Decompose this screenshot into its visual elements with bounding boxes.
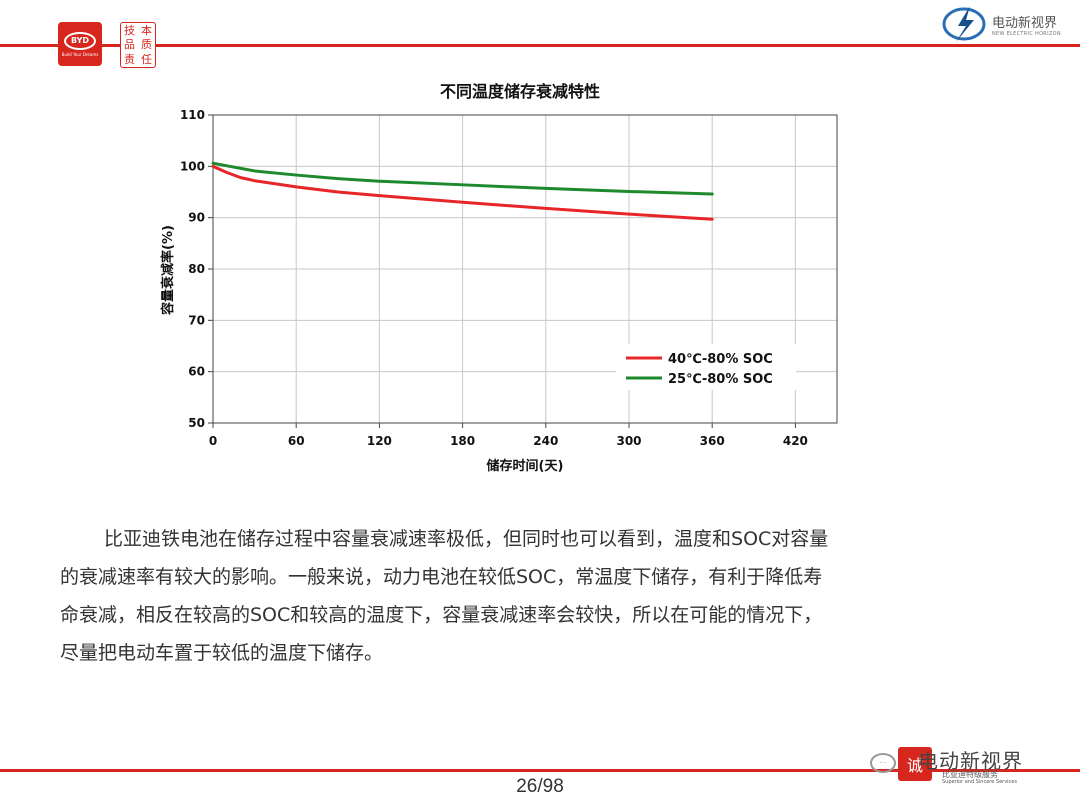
y-tick-label: 110 [180, 108, 205, 122]
description-paragraph: 比亚迪铁电池在储存过程中容量衰减速率极低，但同时也可以看到，温度和SOC对容量的… [60, 520, 1020, 672]
page-number: 26/98 [516, 776, 564, 797]
y-tick-label: 100 [180, 159, 205, 173]
paragraph-line: 尽量把电动车置于较低的温度下储存。 [60, 642, 384, 664]
wechat-icon: ··· [870, 753, 896, 773]
y-tick-label: 60 [188, 365, 205, 379]
byd-logo: BYD Build Your Dreams [58, 22, 102, 66]
paragraph-line: 比亚迪铁电池在储存过程中容量衰减速率极低，但同时也可以看到，温度和SOC对容量 [104, 528, 829, 550]
x-tick-label: 360 [700, 434, 725, 448]
x-tick-label: 300 [616, 434, 641, 448]
watermark-subtitle: 比亚迪特级服务 [942, 770, 998, 779]
x-axis-label: 储存时间(天) [486, 458, 564, 474]
legend-box [616, 344, 796, 390]
brand-name: 电动新视界 [992, 16, 1058, 31]
lightning-globe-icon [942, 6, 986, 42]
watermark: ··· 诚 电动新视界 比亚迪特级服务 Superior and Sincere… [870, 745, 1050, 785]
legend-label: 40℃-80% SOC [668, 352, 773, 367]
legend-label: 25℃-80% SOC [668, 372, 773, 387]
x-tick-label: 120 [367, 434, 392, 448]
header-divider [0, 44, 1080, 47]
seal-char: 技 [124, 23, 135, 37]
quality-seal: 技 本 品 质 责 任 [120, 22, 156, 68]
seal-char: 本 [141, 23, 152, 37]
series-line-40c [211, 164, 714, 221]
brand-logo-right: 电动新视界 NEW ELECTRIC HORIZON [940, 4, 1070, 44]
y-tick-label: 50 [188, 416, 205, 430]
seal-char: 品 [124, 38, 135, 52]
seal-char: 质 [141, 38, 152, 52]
chart-legend: 40℃-80% SOC 25℃-80% SOC [616, 344, 796, 390]
byd-tagline: Build Your Dreams [61, 51, 99, 57]
brand-subtitle: NEW ELECTRIC HORIZON [992, 31, 1061, 37]
paragraph-line: 命衰减，相反在较高的SOC和较高的温度下，容量衰减速率会较快，所以在可能的情况下… [60, 604, 823, 626]
footer-divider [0, 769, 1080, 772]
series-line-25c [211, 161, 714, 196]
paragraph-line: 的衰减速率有较大的影响。一般来说，动力电池在较低SOC，常温度下储存，有利于降低… [60, 566, 823, 588]
x-tick-label: 180 [450, 434, 475, 448]
storage-decay-chart: 不同温度储存衰减特性 0 60 120 180 240 300 360 420 50 60 70 80… [160, 82, 838, 474]
y-tick-label: 80 [188, 262, 205, 276]
watermark-text: 电动新视界 [918, 749, 1023, 773]
y-axis-label: 容量衰减率(%) [160, 225, 176, 316]
x-tick-label: 60 [288, 434, 305, 448]
axis-ticks: 0 60 120 180 240 300 360 420 50 60 70 80 90 100 110 [180, 108, 808, 448]
x-tick-label: 240 [533, 434, 558, 448]
watermark-subtitle-en: Superior and Sincere Services [942, 779, 1017, 785]
y-tick-label: 90 [188, 211, 205, 225]
x-tick-label: 420 [783, 434, 808, 448]
byd-logo-text: BYD [64, 31, 96, 50]
seal-char: 任 [141, 53, 152, 67]
seal-char: 责 [124, 53, 135, 67]
chart-title: 不同温度储存衰减特性 [440, 82, 600, 101]
watermark-stamp: 诚 [898, 747, 932, 781]
chart-series [211, 161, 714, 221]
chart-grid [213, 115, 837, 423]
y-tick-label: 70 [188, 313, 205, 327]
x-tick-label: 0 [209, 434, 217, 448]
